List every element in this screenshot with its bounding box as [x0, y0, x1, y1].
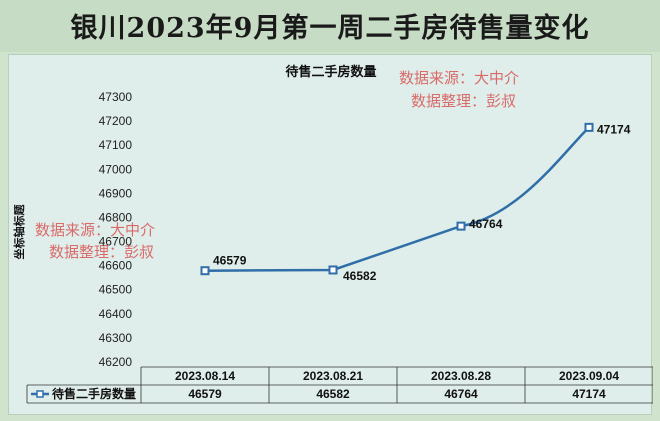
y-tick-label: 47100: [99, 138, 133, 152]
table-value-cell: 46764: [444, 387, 478, 401]
y-tick-label: 47000: [99, 162, 133, 176]
x-category-label: 2023.08.28: [431, 369, 491, 383]
data-label: 46764: [469, 217, 503, 231]
data-labels: 46579 46582 46764 47174: [213, 122, 631, 283]
series-line-path: [204, 126, 590, 272]
legend-series-name: 待售二手房数量: [52, 386, 136, 401]
y-tick-label: 46800: [99, 210, 133, 224]
y-axis-label: 坐标轴标题: [12, 204, 26, 260]
watermark-left: 数据来源：大中介 数据整理：彭叔: [35, 221, 155, 261]
y-tick-label: 46600: [99, 259, 133, 273]
x-category-label: 2023.08.21: [303, 369, 363, 383]
data-table: 2023.08.14 46579 2023.08.21 46582 2023.08.28…: [26, 366, 653, 404]
y-tick-label: 46200: [99, 355, 133, 369]
y-tick-label: 46700: [99, 235, 133, 249]
y-tick-label: 46500: [99, 283, 133, 297]
watermark-editor-text: 数据整理：彭叔: [411, 92, 516, 110]
watermark-editor-text: 数据整理：彭叔: [49, 243, 154, 261]
legend-key-marker: [36, 390, 44, 398]
chart-title: 待售二手房数量: [284, 64, 376, 80]
y-tick-label: 46300: [99, 331, 133, 345]
x-category-label: 2023.08.14: [175, 369, 235, 383]
y-tick-label: 46400: [99, 307, 133, 321]
line-chart: 待售二手房数量 坐标轴标题 数据来源：大中介 数据整理：彭叔 数据来源：大中介 …: [12, 64, 653, 404]
data-point-marker: [200, 266, 210, 276]
table-value-cell: 46582: [316, 387, 350, 401]
table-value-cell: 46579: [188, 387, 222, 401]
title-band: 银川2023年9月第一周二手房待售量变化: [0, 0, 660, 52]
data-point-marker: [328, 265, 338, 275]
y-tick-label: 47200: [99, 114, 133, 128]
y-axis-ticks: 46200 46300 46400 46500 46600 46700 46800 46900…: [99, 90, 133, 369]
watermark-source-text: 数据来源：大中介: [399, 69, 519, 87]
page-title: 银川2023年9月第一周二手房待售量变化: [70, 13, 590, 44]
table-value-cell: 47174: [572, 387, 606, 401]
watermark-top: 数据来源：大中介 数据整理：彭叔: [399, 69, 519, 110]
data-point-marker: [584, 122, 594, 132]
series-line: [200, 122, 594, 276]
watermark-source-text: 数据来源：大中介: [35, 221, 155, 239]
data-label: 46582: [343, 269, 377, 283]
y-tick-label: 47300: [99, 90, 133, 104]
x-category-label: 2023.09.04: [559, 369, 619, 383]
y-tick-label: 46900: [99, 186, 133, 200]
data-point-marker: [456, 221, 466, 231]
plot-card: 待售二手房数量 坐标轴标题 数据来源：大中介 数据整理：彭叔 数据来源：大中介 …: [8, 54, 653, 415]
data-label: 47174: [597, 122, 631, 136]
data-label: 46579: [213, 254, 247, 268]
